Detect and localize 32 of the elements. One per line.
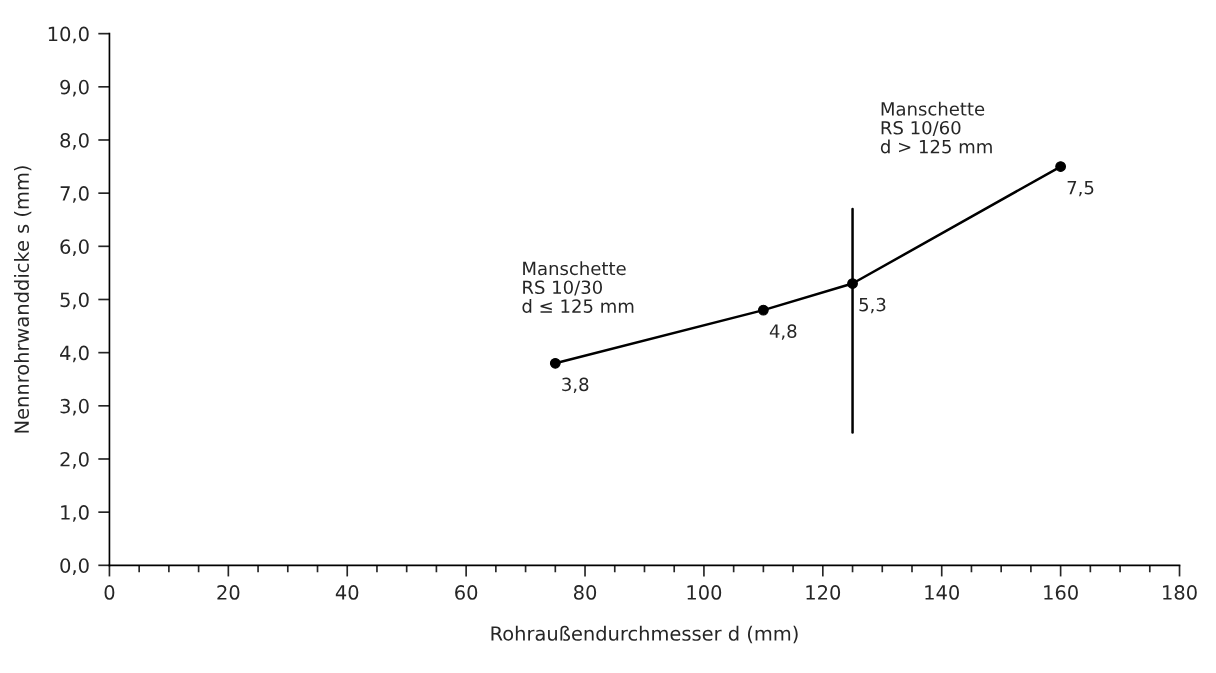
x-tick-label: 40 (335, 585, 359, 600)
x-tick-label: 80 (573, 585, 597, 600)
data-label: 5,3 (859, 297, 886, 314)
x-axis-title: Rohraußendurchmesser d (mm) (491, 625, 798, 644)
point (1055, 161, 1066, 172)
y-tick-label: 8,0 (60, 132, 89, 150)
x-tick-label: 20 (217, 585, 240, 600)
data-label: 7,5 (1067, 181, 1094, 197)
y-tick-label: 1,0 (61, 505, 89, 522)
y-tick-label: 6,0 (60, 239, 89, 256)
x-tick-label: 120 (806, 585, 841, 600)
annotation: Manschette RS 10/60 d > 125 mm (880, 101, 992, 154)
y-tick-label: 5,0 (60, 292, 89, 310)
x-tick-label: 140 (925, 585, 959, 600)
x-tick-label: 0 (104, 585, 115, 600)
annotation: Manschette RS 10/30 d ≤ 125 mm (522, 261, 634, 313)
data-label: 3,8 (562, 377, 589, 393)
y-tick-label: 0,0 (60, 558, 89, 575)
point (549, 357, 561, 369)
y-tick-label: 10,0 (48, 26, 89, 44)
y-tick-label: 2,0 (60, 451, 89, 469)
y-axis-title: Nennrohrwanddicke s (mm) (13, 166, 32, 433)
y-tick-label: 4,0 (60, 345, 89, 363)
data-label: 4,8 (769, 324, 797, 340)
x-tick-label: 100 (687, 585, 722, 600)
y-tick-label: 9,0 (60, 79, 89, 97)
x-tick-label: 160 (1044, 585, 1078, 600)
point (758, 304, 769, 316)
y-tick-label: 7,0 (60, 186, 89, 203)
y-tick-label: 3,0 (60, 398, 89, 416)
x-tick-label: 180 (1163, 585, 1197, 600)
x-tick-label: 60 (455, 585, 478, 600)
